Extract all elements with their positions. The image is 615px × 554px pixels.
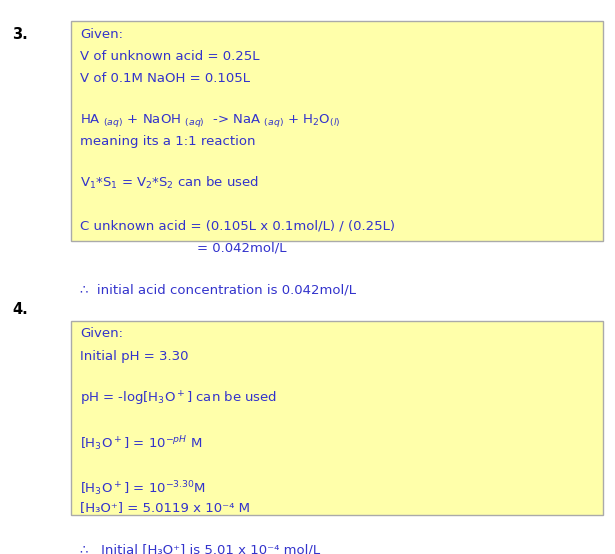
Text: 4.: 4. [12,302,28,317]
Text: C unknown acid = (0.105L x 0.1mol/L) / (0.25L): C unknown acid = (0.105L x 0.1mol/L) / (… [80,219,395,232]
Text: Given:: Given: [80,327,123,340]
Text: pH = -log[H$_3$O$^+$] can be used: pH = -log[H$_3$O$^+$] can be used [80,390,277,408]
Text: ∴  initial acid concentration is 0.042mol/L: ∴ initial acid concentration is 0.042mol… [80,284,356,297]
Text: [H$_3$O$^+$] = 10$^{-3.30}$M: [H$_3$O$^+$] = 10$^{-3.30}$M [80,479,206,497]
Text: meaning its a 1:1 reaction: meaning its a 1:1 reaction [80,135,255,147]
Text: HA $_{(aq)}$ + NaOH $_{(aq)}$  -> NaA $_{(aq)}$ + H$_2$O$_{(l)}$: HA $_{(aq)}$ + NaOH $_{(aq)}$ -> NaA $_{… [80,112,340,129]
Text: [H$_3$O$^+$] = 10$^{-pH}$ M: [H$_3$O$^+$] = 10$^{-pH}$ M [80,434,202,453]
Text: V$_1$*S$_1$ = V$_2$*S$_2$ can be used: V$_1$*S$_1$ = V$_2$*S$_2$ can be used [80,175,259,191]
FancyBboxPatch shape [71,321,603,515]
Text: V of unknown acid = 0.25L: V of unknown acid = 0.25L [80,50,260,63]
FancyBboxPatch shape [71,21,603,242]
Text: Initial pH = 3.30: Initial pH = 3.30 [80,350,188,363]
Text: Given:: Given: [80,28,123,40]
Text: 3.: 3. [12,27,28,42]
Text: [H₃O⁺] = 5.0119 x 10⁻⁴ M: [H₃O⁺] = 5.0119 x 10⁻⁴ M [80,501,250,514]
Text: ∴   Initial [H₃O⁺] is 5.01 x 10⁻⁴ mol/L: ∴ Initial [H₃O⁺] is 5.01 x 10⁻⁴ mol/L [80,543,320,554]
Text: V of 0.1M NaOH = 0.105L: V of 0.1M NaOH = 0.105L [80,72,250,85]
Text: = 0.042mol/L: = 0.042mol/L [197,242,287,254]
